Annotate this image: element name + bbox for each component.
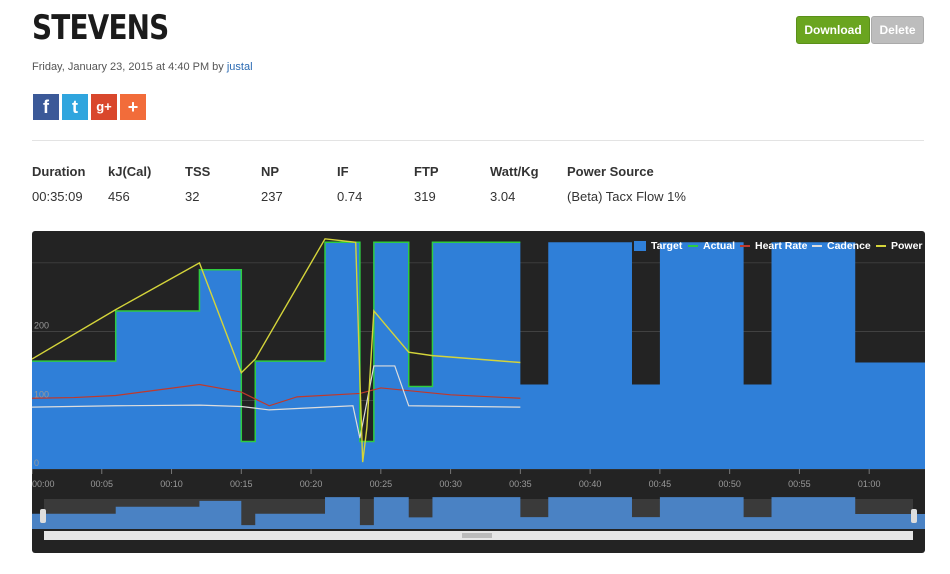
cadence-line	[32, 365, 521, 439]
legend-cadence-swatch	[812, 245, 822, 248]
stat-header-duration: Duration	[32, 164, 86, 179]
legend-actual-label: Actual	[703, 240, 736, 252]
stat-value-duration: 00:35:09	[32, 189, 83, 204]
legend-power-swatch	[876, 245, 886, 248]
legend-cadence-label: Cadence	[827, 240, 871, 252]
stat-header-ftp: FTP	[414, 164, 439, 179]
power-line	[32, 238, 521, 463]
x-tick-label-2: 00:10	[160, 479, 183, 489]
ride-meta: Friday, January 23, 2015 at 4:40 PM by j…	[32, 61, 253, 73]
stat-header-if: IF	[337, 164, 349, 179]
y-tick-label-0: 0	[34, 458, 39, 468]
stat-value-power-source: (Beta) Tacx Flow 1%	[567, 189, 686, 204]
ride-date: Friday, January 23, 2015 at 4:40 PM by	[32, 61, 224, 73]
legend-actual-swatch	[688, 245, 698, 248]
stat-value-ftp: 319	[414, 189, 436, 204]
add-share-icon[interactable]: +	[120, 94, 146, 120]
legend-heart-rate-swatch	[740, 245, 750, 248]
download-button[interactable]: Download	[796, 16, 870, 44]
navigator-area	[32, 497, 925, 529]
legend-power-label: Power	[891, 240, 923, 252]
navigator-left-handle	[40, 509, 46, 523]
legend-heart-rate[interactable]: Heart Rate	[740, 240, 808, 252]
actual-line	[32, 241, 521, 443]
target-area	[32, 242, 925, 469]
stat-value-tss: 32	[185, 189, 200, 204]
x-tick-label-5: 00:25	[370, 479, 393, 489]
author-link[interactable]: justal	[226, 61, 253, 73]
legend-target[interactable]: Target	[634, 240, 682, 252]
legend-actual[interactable]: Actual	[688, 240, 735, 252]
x-tick-label-7: 00:35	[509, 479, 532, 489]
stat-value-kj: 456	[108, 189, 130, 204]
x-tick-label-0: 00:00	[32, 479, 55, 489]
stat-value-if: 0.74	[337, 189, 363, 204]
legend-power[interactable]: Power	[876, 240, 923, 252]
google-plus-share-icon[interactable]: g+	[91, 94, 117, 120]
delete-button[interactable]: Delete	[871, 16, 924, 44]
facebook-share-icon[interactable]: f	[33, 94, 59, 120]
legend-cadence[interactable]: Cadence	[812, 240, 871, 252]
chart-canvas: 0 100 200 00:00 00:05 00:10 00:15 00:20 00:25 00:…	[32, 238, 925, 540]
x-tick-label-1: 00:05	[91, 479, 114, 489]
x-tick-label-3: 00:15	[230, 479, 253, 489]
legend-heart-rate-label: Heart Rate	[755, 240, 808, 252]
stat-header-np: NP	[261, 164, 280, 179]
stat-header-wattkg: Watt/Kg	[490, 164, 539, 179]
navigator-scrollbar-grip	[462, 533, 492, 538]
stat-header-power-source: Power Source	[567, 164, 654, 179]
heart-rate-line	[32, 383, 521, 407]
x-tick-label-4: 00:20	[300, 479, 323, 489]
page-title: STEVENS	[32, 8, 169, 48]
navigator-right-handle	[911, 509, 917, 523]
x-tick-label-9: 00:45	[649, 479, 672, 489]
x-tick-label-6: 00:30	[439, 479, 462, 489]
workout-chart[interactable]: 0 100 200 00:00 00:05 00:10 00:15 00:20 00:25 00:…	[32, 231, 925, 553]
twitter-share-icon[interactable]: t	[62, 94, 88, 120]
stat-value-wattkg: 3.04	[490, 189, 516, 204]
x-tick-label-8: 00:40	[579, 479, 602, 489]
stat-header-tss: TSS	[185, 164, 211, 179]
x-tick-label-12: 01:00	[858, 479, 881, 489]
stat-header-kj: kJ(Cal)	[108, 164, 152, 179]
legend-target-swatch	[634, 241, 646, 252]
x-tick-label-10: 00:50	[718, 479, 741, 489]
divider	[32, 140, 924, 141]
y-tick-label-200: 200	[34, 321, 49, 331]
y-tick-label-100: 100	[34, 389, 49, 399]
stat-value-np: 237	[261, 189, 283, 204]
legend-target-label: Target	[651, 240, 683, 252]
x-tick-label-11: 00:55	[788, 479, 811, 489]
